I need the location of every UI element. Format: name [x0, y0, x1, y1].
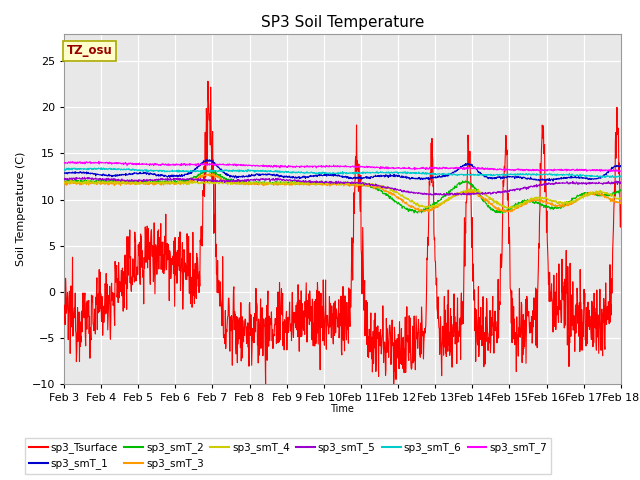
sp3_smT_2: [617, 187, 625, 192]
sp3_smT_6: [429, 172, 437, 178]
sp3_smT_6: [617, 173, 625, 179]
sp3_smT_5: [552, 181, 559, 187]
sp3_smT_7: [184, 162, 192, 168]
sp3_smT_7: [551, 167, 559, 172]
sp3_smT_5: [184, 177, 192, 182]
sp3_smT_6: [97, 165, 105, 170]
sp3_smT_4: [506, 206, 513, 212]
sp3_smT_3: [502, 207, 510, 213]
sp3_smT_1: [184, 171, 191, 177]
sp3_smT_7: [246, 162, 254, 168]
sp3_Tsurface: [502, 139, 510, 144]
Line: sp3_smT_1: sp3_smT_1: [64, 160, 621, 181]
sp3_Tsurface: [552, 289, 559, 295]
sp3_Tsurface: [617, 201, 625, 206]
sp3_smT_2: [246, 180, 254, 185]
sp3_Tsurface: [246, 333, 254, 338]
sp3_smT_5: [60, 175, 68, 181]
Legend: sp3_Tsurface, sp3_smT_1, sp3_smT_2, sp3_smT_3, sp3_smT_4, sp3_smT_5, sp3_smT_6, : sp3_Tsurface, sp3_smT_1, sp3_smT_2, sp3_…: [25, 438, 552, 474]
sp3_smT_1: [202, 157, 210, 163]
sp3_smT_1: [60, 170, 68, 176]
sp3_smT_1: [502, 175, 509, 180]
sp3_smT_2: [552, 205, 559, 211]
sp3_smT_3: [552, 202, 559, 207]
sp3_smT_6: [551, 171, 559, 177]
sp3_smT_7: [60, 160, 68, 166]
sp3_smT_4: [429, 203, 437, 208]
sp3_smT_2: [60, 178, 68, 184]
sp3_Tsurface: [184, 273, 191, 279]
sp3_Tsurface: [170, 276, 178, 282]
Title: SP3 Soil Temperature: SP3 Soil Temperature: [260, 15, 424, 30]
sp3_smT_5: [429, 192, 437, 197]
Line: sp3_smT_3: sp3_smT_3: [64, 173, 621, 212]
sp3_smT_6: [502, 173, 509, 179]
sp3_smT_6: [246, 167, 254, 173]
sp3_smT_3: [170, 181, 178, 187]
sp3_smT_3: [617, 200, 625, 205]
sp3_smT_2: [184, 176, 191, 182]
sp3_smT_4: [184, 181, 192, 187]
sp3_smT_5: [81, 174, 88, 180]
sp3_Tsurface: [204, 78, 212, 84]
sp3_smT_3: [502, 209, 509, 215]
sp3_smT_7: [429, 165, 437, 170]
sp3_smT_5: [246, 177, 254, 182]
sp3_smT_3: [184, 180, 191, 186]
sp3_smT_6: [60, 167, 68, 173]
Line: sp3_smT_7: sp3_smT_7: [64, 161, 621, 171]
sp3_smT_7: [171, 161, 179, 167]
sp3_smT_4: [502, 204, 509, 210]
Y-axis label: Soil Temperature (C): Soil Temperature (C): [16, 152, 26, 266]
sp3_smT_1: [549, 178, 557, 184]
sp3_smT_4: [84, 178, 92, 183]
X-axis label: Time: Time: [330, 405, 355, 414]
sp3_smT_1: [170, 173, 178, 179]
sp3_smT_7: [95, 158, 102, 164]
sp3_smT_1: [552, 176, 559, 182]
sp3_smT_2: [170, 180, 178, 185]
sp3_smT_1: [617, 163, 625, 169]
sp3_smT_5: [617, 180, 625, 185]
sp3_smT_6: [598, 175, 605, 181]
Line: sp3_smT_2: sp3_smT_2: [64, 170, 621, 213]
Text: TZ_osu: TZ_osu: [67, 44, 113, 57]
sp3_smT_6: [171, 168, 179, 174]
sp3_smT_5: [502, 189, 510, 195]
sp3_smT_4: [171, 180, 179, 186]
Line: sp3_smT_5: sp3_smT_5: [64, 177, 621, 195]
sp3_smT_4: [617, 196, 625, 202]
sp3_smT_4: [552, 199, 559, 204]
sp3_Tsurface: [429, 179, 437, 185]
sp3_smT_4: [246, 180, 254, 186]
sp3_smT_3: [200, 170, 207, 176]
sp3_smT_3: [60, 180, 68, 186]
sp3_smT_7: [617, 168, 625, 174]
Line: sp3_Tsurface: sp3_Tsurface: [64, 81, 621, 384]
Line: sp3_smT_6: sp3_smT_6: [64, 168, 621, 178]
sp3_smT_4: [60, 179, 68, 185]
Line: sp3_smT_4: sp3_smT_4: [64, 180, 621, 209]
sp3_smT_2: [499, 210, 506, 216]
sp3_smT_7: [502, 167, 509, 173]
sp3_smT_5: [425, 192, 433, 198]
sp3_smT_3: [246, 181, 254, 187]
sp3_smT_5: [171, 177, 179, 182]
sp3_smT_6: [184, 168, 192, 174]
sp3_smT_7: [607, 168, 614, 174]
sp3_smT_2: [502, 207, 510, 213]
sp3_smT_1: [429, 175, 437, 180]
sp3_Tsurface: [60, 315, 68, 321]
sp3_smT_2: [207, 168, 214, 173]
sp3_smT_2: [429, 204, 437, 209]
sp3_Tsurface: [390, 381, 397, 387]
sp3_smT_3: [429, 206, 437, 212]
sp3_smT_1: [246, 173, 254, 179]
